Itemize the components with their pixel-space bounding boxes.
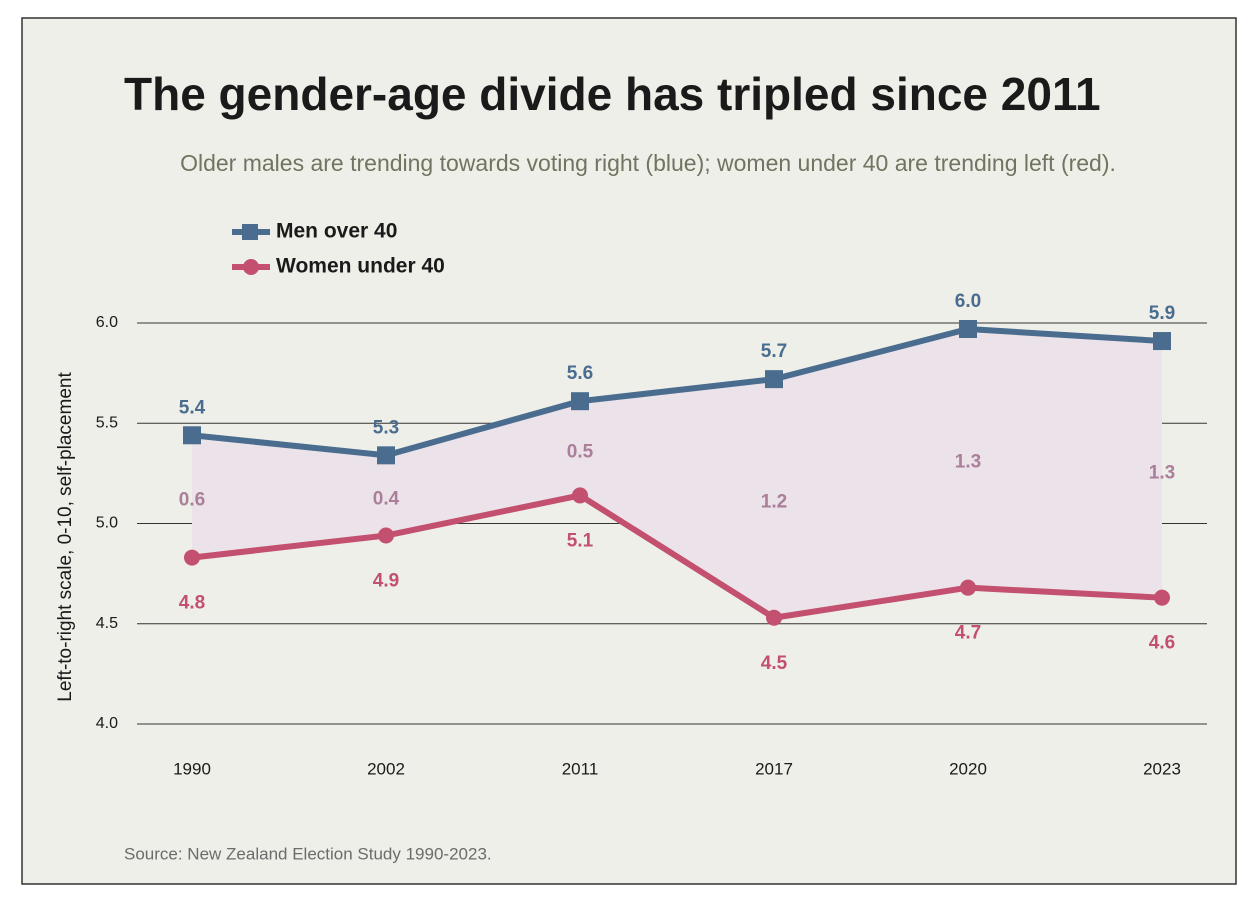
point xyxy=(1154,589,1170,606)
legend-label: Women under 40 xyxy=(276,255,445,278)
x-tick-label: 2023 xyxy=(1143,759,1181,778)
gap-label: 1.3 xyxy=(955,451,981,472)
series-line xyxy=(191,326,1163,459)
y-axis-label: Left-to-right scale, 0-10, self-placemen… xyxy=(55,372,76,702)
point xyxy=(1153,332,1171,351)
value-label: 4.8 xyxy=(179,593,205,614)
value-label: 5.4 xyxy=(179,397,206,418)
gap-label: 0.4 xyxy=(373,488,400,509)
x-tick-label: 2017 xyxy=(755,759,793,778)
legend-label: Men over 40 xyxy=(276,220,397,243)
gap-label: 0.6 xyxy=(179,489,205,510)
y-tick-label: 6.0 xyxy=(96,314,118,331)
value-label: 5.3 xyxy=(373,417,399,438)
point xyxy=(959,320,977,339)
gap-area xyxy=(192,329,1162,618)
value-label: 4.9 xyxy=(373,571,399,592)
value-label: 4.6 xyxy=(1149,633,1175,654)
x-tick-label: 1990 xyxy=(173,759,211,778)
gap-label: 1.3 xyxy=(1149,462,1175,483)
point xyxy=(183,426,201,445)
source: Source: New Zealand Election Study 1990-… xyxy=(124,844,492,863)
point xyxy=(378,527,394,544)
point xyxy=(184,549,200,566)
y-tick-label: 4.0 xyxy=(96,715,118,732)
value-label: 5.7 xyxy=(761,341,787,362)
y-tick-label: 5.0 xyxy=(96,515,118,532)
point xyxy=(571,392,589,411)
x-tick-label: 2011 xyxy=(562,759,599,778)
point xyxy=(572,487,588,504)
x-tick-label: 2020 xyxy=(949,759,987,778)
value-label: 4.5 xyxy=(761,653,788,674)
value-label: 5.6 xyxy=(567,363,593,384)
legend-marker xyxy=(242,224,258,240)
point xyxy=(765,370,783,389)
value-label: 4.7 xyxy=(955,623,981,644)
point xyxy=(766,609,782,626)
value-label: 6.0 xyxy=(955,291,981,312)
chart-subtitle: Older males are trending towards voting … xyxy=(180,150,1116,176)
chart-title: The gender-age divide has tripled since … xyxy=(124,68,1101,120)
legend-marker xyxy=(243,259,259,275)
series-line xyxy=(191,492,1163,621)
value-label: 5.9 xyxy=(1149,303,1175,324)
point xyxy=(960,579,976,596)
value-label: 5.1 xyxy=(567,530,594,551)
y-tick-label: 4.5 xyxy=(96,615,118,632)
gap-label: 0.5 xyxy=(567,441,594,462)
gap-label: 1.2 xyxy=(761,491,787,512)
x-tick-label: 2002 xyxy=(367,759,405,778)
y-tick-label: 5.5 xyxy=(96,414,118,431)
point xyxy=(377,446,395,465)
